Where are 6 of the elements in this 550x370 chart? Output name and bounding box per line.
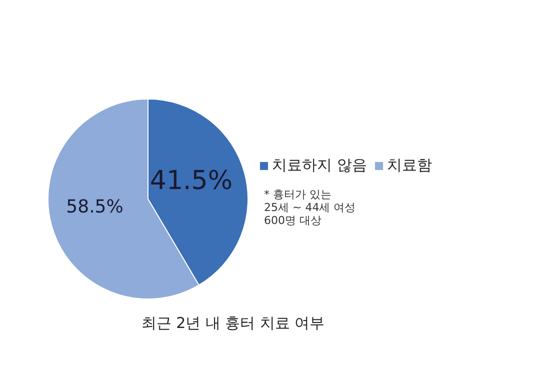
data-label: 41.5%	[150, 166, 233, 196]
legend-label: 치료하지 않음	[272, 156, 367, 175]
legend-label: 치료함	[386, 156, 432, 175]
data-label: 58.5%	[66, 196, 124, 218]
text: 최근 2년 내 흉터 치료 여부	[140, 314, 326, 333]
text: * 흉터가 있는 25세 ~ 44세 여성 600명 대상	[264, 188, 356, 227]
